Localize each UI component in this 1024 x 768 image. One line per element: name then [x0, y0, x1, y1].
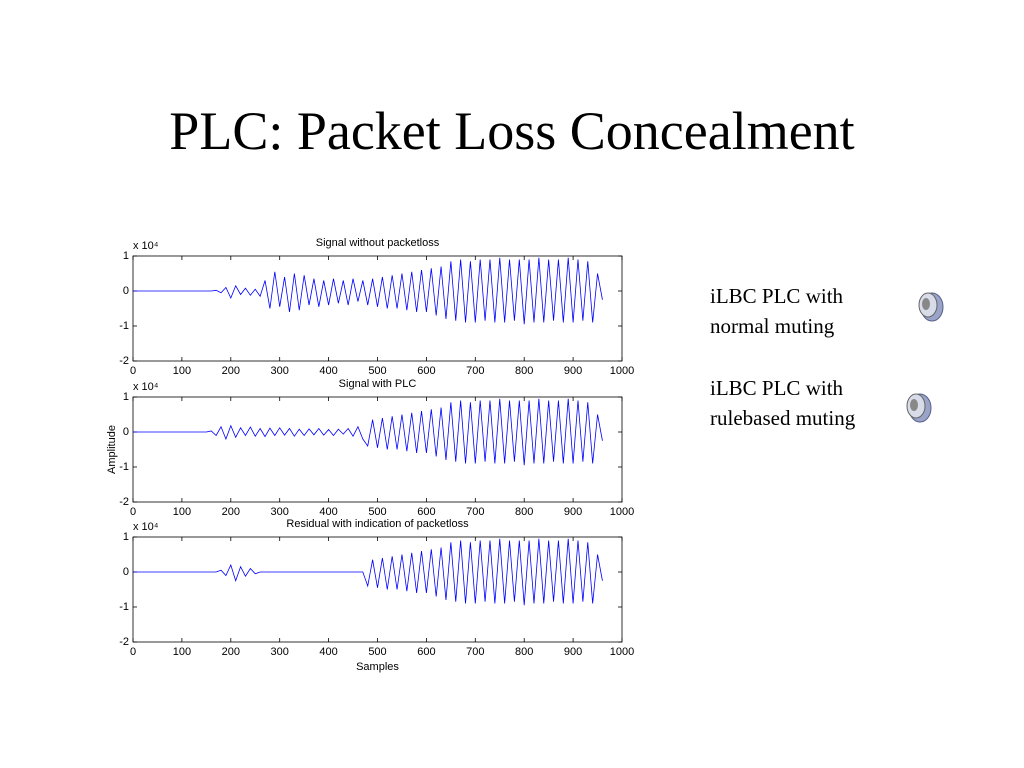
x-tick-label: 400 [319, 365, 337, 377]
x-tick-label: 900 [564, 365, 582, 377]
plot-frame [132, 536, 623, 643]
x-tick-label: 100 [173, 365, 191, 377]
x-tick-label: 600 [417, 506, 435, 518]
plot-frame [132, 255, 623, 362]
x-tick-label: 200 [222, 506, 240, 518]
signal-line [133, 257, 603, 325]
y-tick-label: -2 [119, 636, 129, 648]
plot-title: Signal without packetloss [316, 237, 440, 249]
audio-label-line: normal muting [710, 314, 835, 338]
audio-label-line: iLBC PLC with [710, 284, 844, 308]
y-multiplier: x 10⁴ [133, 381, 159, 393]
audio-label: iLBC PLC with rulebased muting [710, 373, 855, 433]
x-tick-label: 300 [271, 506, 289, 518]
x-tick-label: 1000 [610, 365, 634, 377]
x-tick-label: 400 [319, 646, 337, 658]
audio-label: iLBC PLC with normal muting [710, 281, 843, 341]
slide-title: PLC: Packet Loss Concealment [169, 101, 855, 161]
x-tick-label: 700 [466, 646, 484, 658]
x-tick-label: 600 [417, 646, 435, 658]
x-tick-label: 200 [222, 365, 240, 377]
x-tick-label: 700 [466, 365, 484, 377]
y-tick-label: -2 [119, 355, 129, 367]
y-tick-label: 1 [123, 531, 129, 543]
x-tick-label: 800 [515, 506, 533, 518]
y-tick-label: 1 [123, 250, 129, 262]
x-tick-label: 1000 [610, 506, 634, 518]
y-multiplier: x 10⁴ [133, 521, 159, 533]
plot-frame [132, 396, 623, 503]
y-tick-label: -2 [119, 496, 129, 508]
x-tick-label: 100 [173, 506, 191, 518]
plot-title: Signal with PLC [339, 378, 417, 390]
x-tick-label: 1000 [610, 646, 634, 658]
signal-line [133, 538, 603, 606]
signal-line [133, 398, 603, 466]
y-tick-label: 0 [123, 426, 129, 438]
x-tick-label: 900 [564, 646, 582, 658]
x-tick-label: 0 [130, 365, 136, 377]
x-tick-label: 100 [173, 646, 191, 658]
speaker-icon[interactable] [898, 388, 938, 424]
y-tick-label: -1 [119, 461, 129, 473]
y-axis-label: Amplitude [106, 425, 118, 474]
x-tick-label: 500 [368, 646, 386, 658]
speaker-icon[interactable] [910, 287, 950, 323]
x-axis-label: Samples [356, 661, 399, 673]
y-tick-label: 0 [123, 566, 129, 578]
y-tick-label: 1 [123, 391, 129, 403]
x-tick-label: 0 [130, 646, 136, 658]
y-tick-label: 0 [123, 285, 129, 297]
x-tick-label: 800 [515, 646, 533, 658]
x-tick-label: 600 [417, 365, 435, 377]
y-multiplier: x 10⁴ [133, 240, 159, 252]
audio-label-line: rulebased muting [710, 406, 856, 430]
x-tick-label: 800 [515, 365, 533, 377]
x-tick-label: 900 [564, 506, 582, 518]
x-tick-label: 0 [130, 506, 136, 518]
y-tick-label: -1 [119, 601, 129, 613]
x-tick-label: 200 [222, 646, 240, 658]
x-tick-label: 500 [368, 365, 386, 377]
plot-title: Residual with indication of packetloss [286, 518, 469, 530]
x-tick-label: 300 [271, 365, 289, 377]
x-tick-label: 500 [368, 506, 386, 518]
x-tick-label: 400 [319, 506, 337, 518]
y-tick-label: -1 [119, 320, 129, 332]
audio-label-line: iLBC PLC with [710, 376, 844, 400]
x-tick-label: 700 [466, 506, 484, 518]
x-tick-label: 300 [271, 646, 289, 658]
